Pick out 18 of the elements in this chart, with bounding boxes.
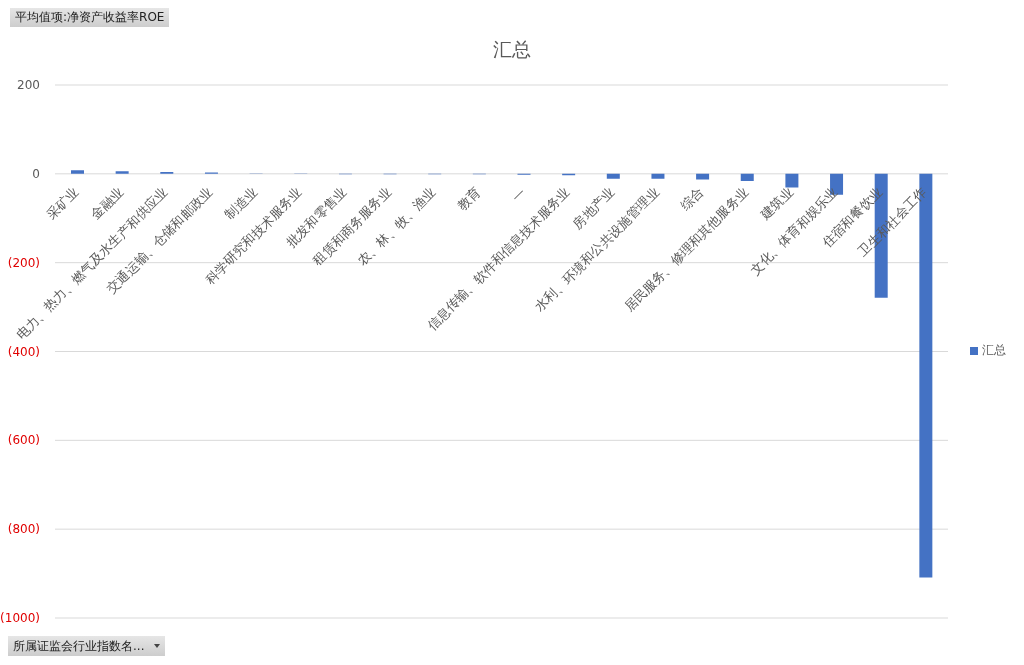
chart-title: 汇总 xyxy=(492,37,532,62)
y-tick-label: 0 xyxy=(32,166,40,181)
y-tick-label: (200) xyxy=(7,255,40,270)
x-tick-label: 教育 xyxy=(454,184,484,214)
y-tick-label: (600) xyxy=(7,433,40,448)
y-tick-label: (400) xyxy=(7,344,40,359)
x-tick-label: 建筑业 xyxy=(756,184,796,224)
x-tick-label: — xyxy=(508,184,528,205)
field-button: 平均值项:净资产收益率ROE xyxy=(10,8,170,27)
x-tick-label: 金融业 xyxy=(87,184,127,223)
y-tick-label: (800) xyxy=(7,522,40,537)
legend-label: 汇总 xyxy=(982,343,1006,357)
x-tick-label: 综合 xyxy=(677,184,707,214)
y-tick-label: 200 xyxy=(17,78,40,92)
field-button: 所属证监会行业指数名... xyxy=(8,636,166,656)
x-tick-label: 采矿业 xyxy=(43,184,82,223)
x-tick-label: 制造业 xyxy=(221,184,261,223)
y-tick-label: (1000) xyxy=(0,611,40,625)
